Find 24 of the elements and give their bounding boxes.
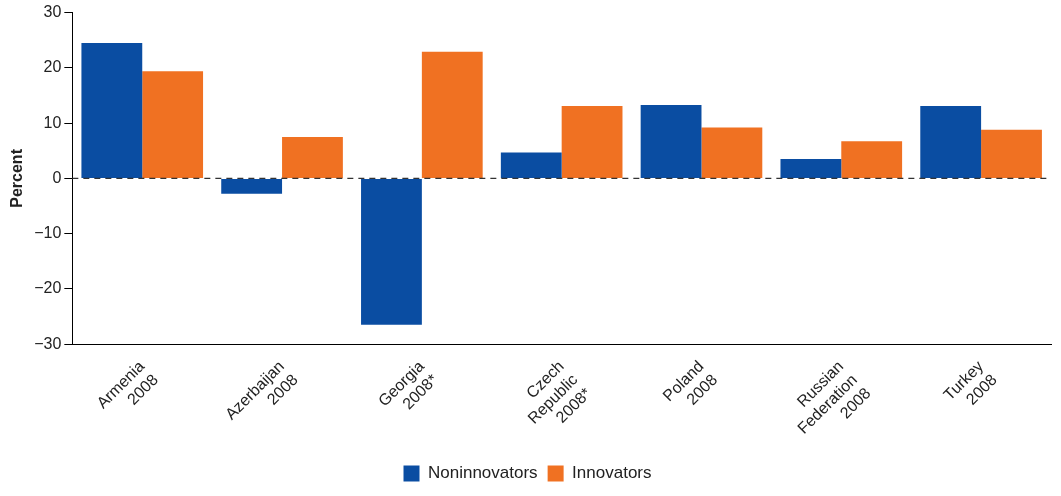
bar: [221, 178, 283, 194]
bar: [500, 152, 562, 178]
bar: [701, 127, 763, 178]
bar: [361, 178, 422, 325]
y-tick-label: 20: [43, 58, 62, 76]
y-tick-label: 0: [52, 168, 62, 186]
y-axis-title: Percent: [8, 148, 26, 208]
bar: [421, 51, 483, 178]
y-tick-label: 10: [43, 113, 62, 131]
bar: [920, 106, 982, 178]
y-tick-label: −10: [34, 224, 62, 242]
legend-label: Noninnovators: [428, 463, 538, 483]
bar: [841, 141, 903, 178]
bar: [780, 159, 842, 178]
bar: [142, 71, 204, 178]
bar: [640, 104, 702, 178]
bar: [981, 129, 1042, 178]
y-tick-label: −20: [34, 279, 62, 297]
y-tick-label: −30: [34, 334, 62, 352]
bar: [282, 136, 343, 178]
y-tick-label: 30: [43, 3, 62, 21]
legend-label: Innovators: [572, 463, 652, 483]
bar: [561, 106, 623, 178]
bar: [81, 43, 143, 178]
